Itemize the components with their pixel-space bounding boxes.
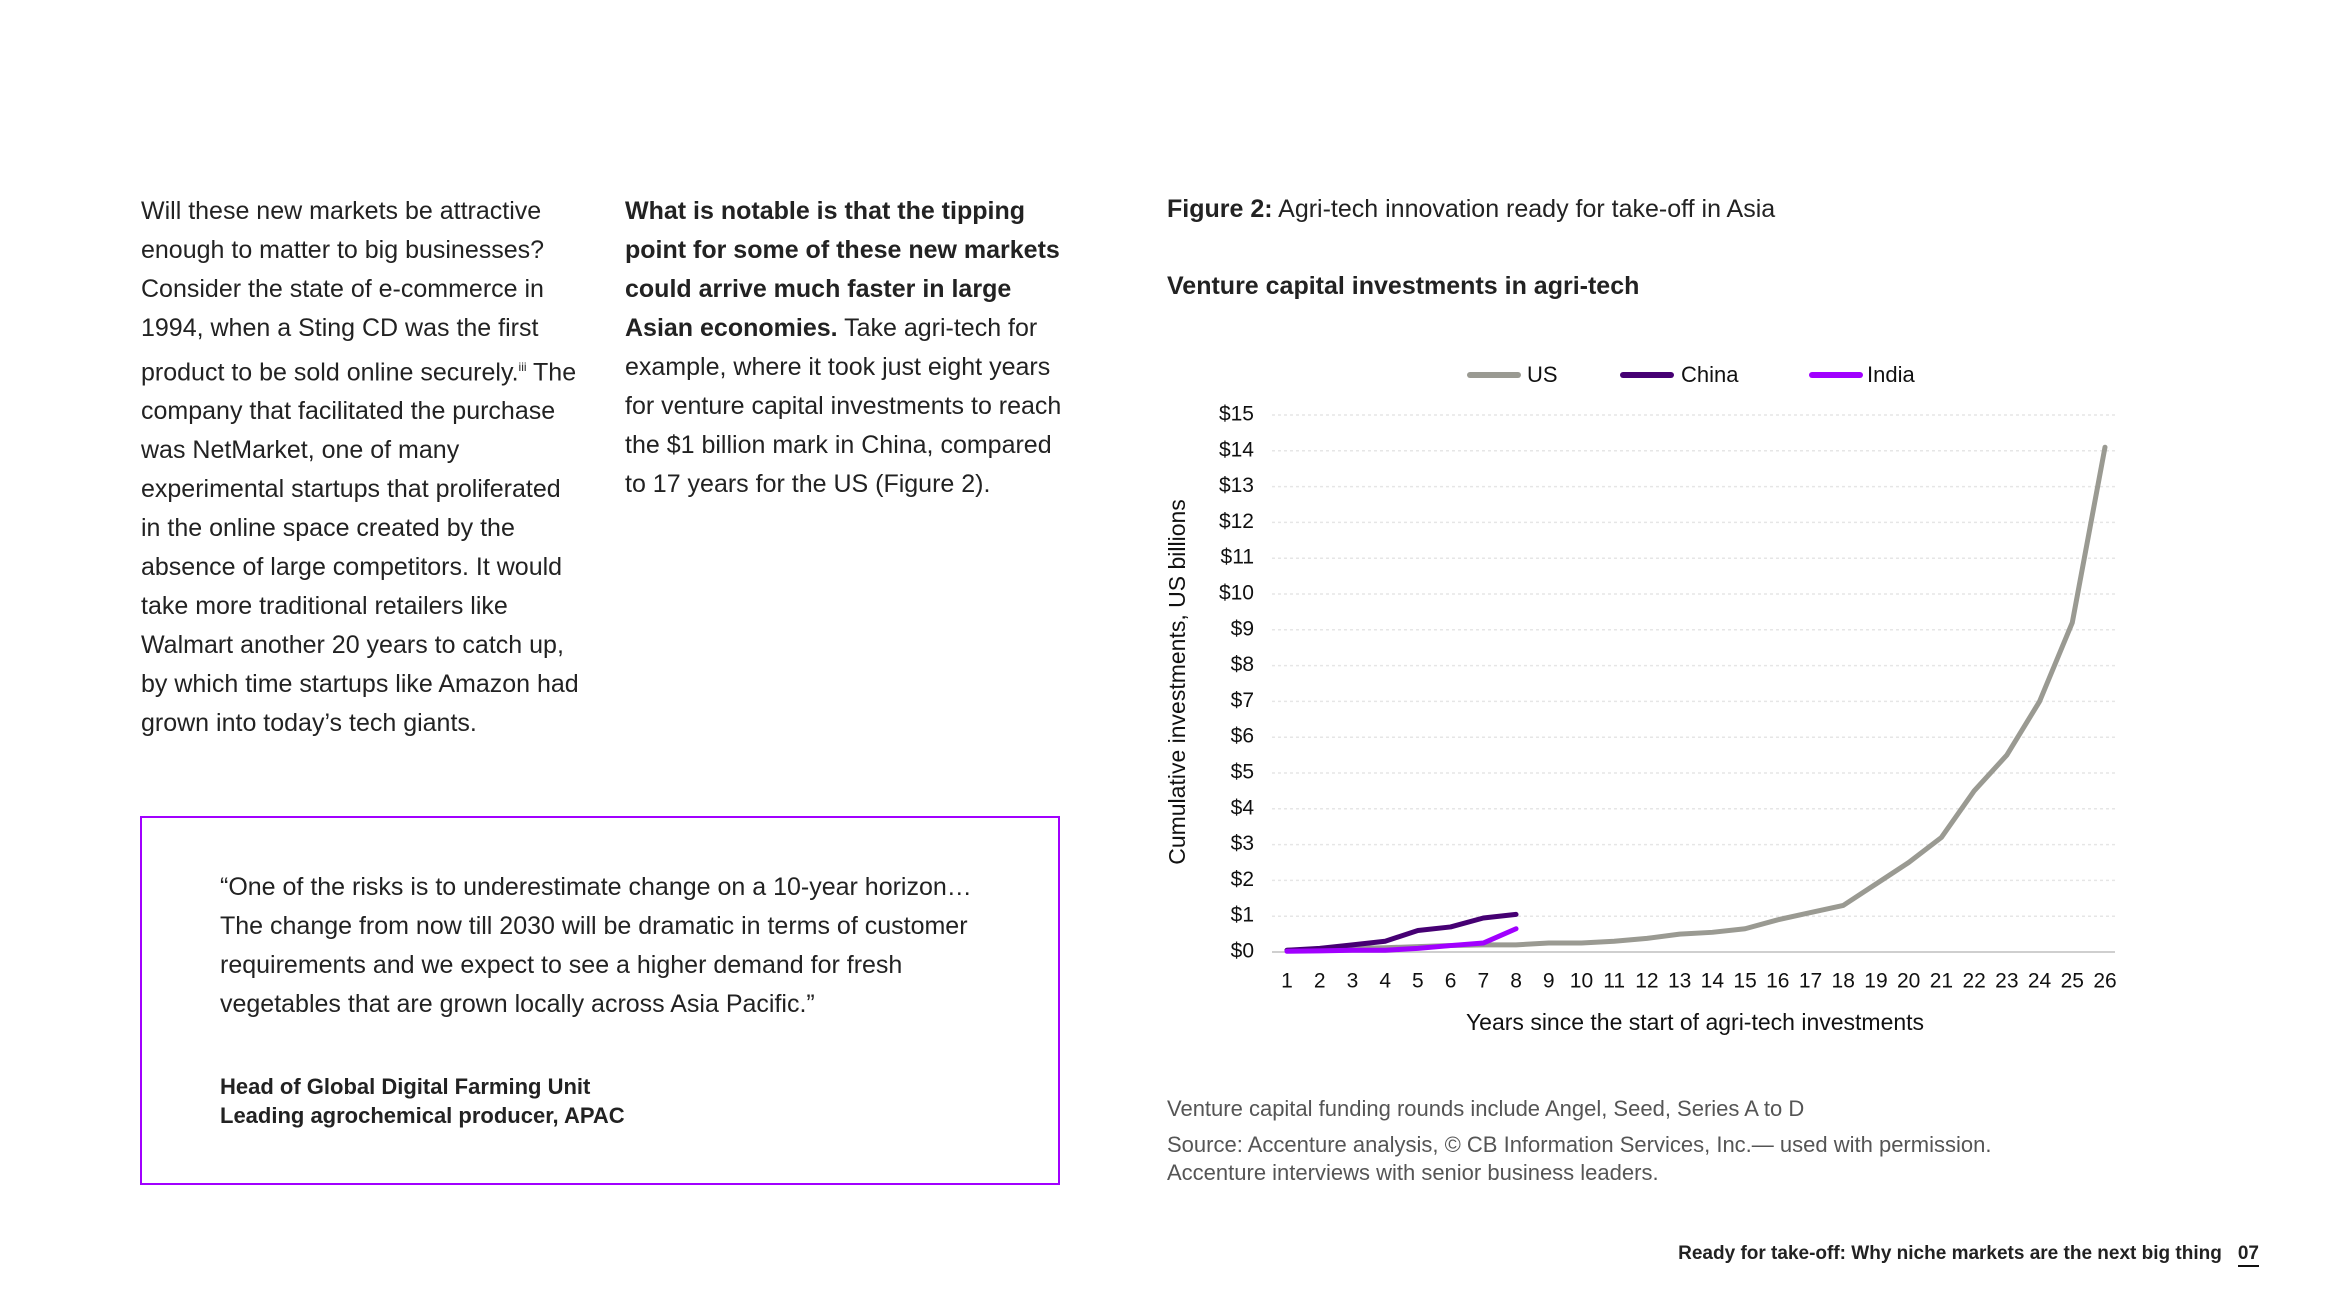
author: Head of Global Digital Farming Unit: [220, 1074, 591, 1099]
x-axis-title: Years since the start of agri-tech inves…: [1466, 1009, 1924, 1035]
legend-label: India: [1867, 362, 1915, 387]
figure-caption: Figure 2: Agri-tech innovation ready for…: [1167, 195, 1775, 224]
x-tick-label: 18: [1832, 970, 1855, 993]
text: Agri-tech innovation ready for take-off …: [1272, 195, 1776, 223]
note: Venture capital funding rounds include A…: [1167, 1096, 1805, 1121]
y-tick-label: $6: [1231, 725, 1254, 748]
page-number: 07: [2237, 1243, 2259, 1267]
x-tick-label: 16: [1766, 970, 1789, 993]
x-tick-label: 24: [2028, 970, 2052, 993]
y-tick-label: $10: [1219, 582, 1254, 605]
x-tick-label: 3: [1347, 970, 1359, 993]
y-tick-label: $12: [1219, 510, 1254, 533]
line-series: [1284, 911, 1519, 953]
x-tick-label: 7: [1477, 970, 1489, 993]
organization: Leading agrochemical producer, APAC: [220, 1103, 625, 1128]
x-tick-label: 13: [1668, 970, 1691, 993]
x-tick-label: 21: [1930, 970, 1953, 993]
x-tick-label: 2: [1314, 970, 1326, 993]
x-tick-label: 17: [1799, 970, 1822, 993]
x-tick-label: 11: [1603, 970, 1625, 993]
y-tick-label: $2: [1231, 868, 1254, 891]
text: The company that facilitated the purchas…: [141, 358, 579, 738]
x-tick-label: 5: [1412, 970, 1424, 993]
x-tick-label: 9: [1543, 970, 1555, 993]
x-tick-label: 23: [1995, 970, 2018, 993]
x-tick-label: 20: [1897, 970, 1920, 993]
x-tick-label: 10: [1570, 970, 1593, 993]
text: Will these new markets be attractive eno…: [141, 197, 545, 387]
left-paragraph: Will these new markets be attractive eno…: [141, 192, 581, 743]
superscript: iii: [518, 360, 527, 374]
y-tick-label: $15: [1219, 403, 1254, 426]
x-tick-label: 8: [1510, 970, 1522, 993]
note: Source: Accenture analysis, © CB Informa…: [1167, 1132, 1992, 1157]
x-tick-label: 12: [1635, 970, 1658, 993]
chart-title: Venture capital investments in agri-tech: [1167, 272, 1640, 300]
footer: Ready for take-off: Why niche markets ar…: [1678, 1243, 2259, 1267]
y-tick-label: $3: [1231, 832, 1254, 855]
x-tick-label: 6: [1445, 970, 1457, 993]
x-tick-label: 1: [1281, 970, 1293, 993]
y-tick-label: $0: [1231, 940, 1254, 963]
middle-paragraph: What is notable is that the tipping poin…: [625, 192, 1070, 504]
x-tick-label: 4: [1379, 970, 1391, 993]
bold-text: What is notable is that the tipping poin…: [625, 197, 1060, 342]
y-tick-label: $9: [1231, 617, 1254, 640]
y-tick-label: $14: [1219, 438, 1254, 461]
x-tick-label: 26: [2093, 970, 2116, 993]
y-tick-label: $5: [1231, 761, 1254, 784]
x-tick-label: 14: [1701, 970, 1725, 993]
quote-box: “One of the risks is to underestimate ch…: [140, 816, 1060, 1185]
note: Accenture interviews with senior busines…: [1167, 1160, 1659, 1185]
figure-label: Figure 2:: [1167, 195, 1273, 223]
y-tick-label: $4: [1231, 796, 1255, 819]
y-axis-title: Cumulative investments, US billions: [1164, 499, 1190, 865]
y-tick-label: $11: [1221, 546, 1254, 569]
legend-label: China: [1681, 362, 1739, 387]
y-tick-label: $1: [1231, 904, 1254, 927]
y-tick-label: $8: [1231, 653, 1254, 676]
legend-label: US: [1527, 362, 1558, 387]
quote-text: “One of the risks is to underestimate ch…: [220, 873, 972, 1018]
y-tick-label: $7: [1231, 689, 1254, 712]
footer-title: Ready for take-off: Why niche markets ar…: [1678, 1243, 2222, 1264]
y-tick-label: $13: [1219, 474, 1254, 497]
x-tick-label: 19: [1864, 970, 1887, 993]
line-series: [1284, 926, 1519, 954]
x-tick-label: 25: [2061, 970, 2084, 993]
x-tick-label: 22: [1962, 970, 1985, 993]
text: Take agri-tech for example, where it too…: [625, 314, 1062, 498]
attribution: Head of Global Digital Farming Unit Lead…: [220, 1072, 625, 1130]
x-tick-label: 15: [1733, 970, 1756, 993]
